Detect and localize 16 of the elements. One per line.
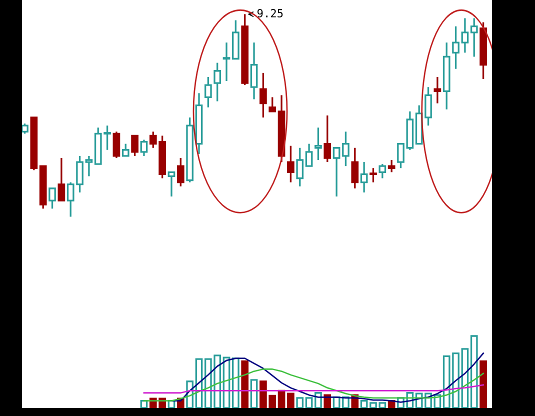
bar bbox=[287, 392, 294, 408]
candlestick bbox=[260, 72, 267, 118]
candlestick bbox=[461, 17, 469, 54]
candlestick bbox=[250, 42, 258, 100]
candlestick bbox=[452, 25, 460, 70]
candlestick bbox=[360, 161, 368, 194]
candlestick bbox=[287, 145, 294, 184]
bar bbox=[480, 360, 487, 408]
candlestick bbox=[195, 92, 203, 155]
candlestick bbox=[222, 42, 230, 82]
candlestick bbox=[434, 76, 442, 104]
bar bbox=[241, 360, 249, 408]
candlestick bbox=[442, 42, 450, 110]
candlestick bbox=[314, 126, 322, 161]
candlestick bbox=[342, 130, 350, 167]
annotation: 9.25 bbox=[257, 9, 283, 18]
